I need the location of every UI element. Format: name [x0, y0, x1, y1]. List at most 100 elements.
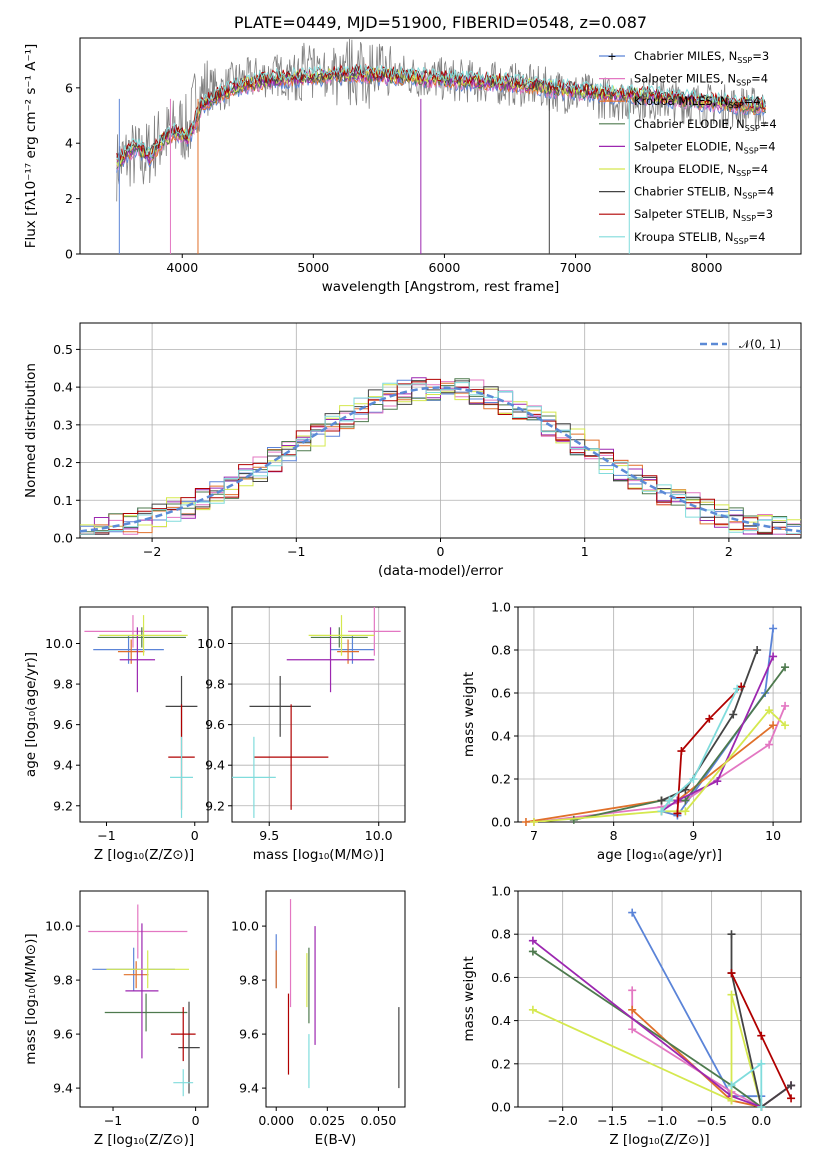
x-axis-label: (data-model)/error	[378, 563, 504, 579]
residual-histogram	[80, 378, 801, 535]
mass-weight-marker	[657, 807, 666, 816]
mass_vs_EBV-axes: 0.000 0.025 0.050 9.4 9.6 9.8 10.0 E(B-V)	[231, 890, 406, 1148]
mass-weight-marker	[727, 930, 736, 939]
y-axis-label: mass [log₁₀(M/M⊙)]	[23, 933, 39, 1064]
mass-weight-marker	[787, 1081, 796, 1090]
x-tick-label: 0.000	[258, 1113, 294, 1128]
x-tick-label: 0.0	[751, 1113, 771, 1128]
age_vs_Z-axes: −1 0 9.2 9.4 9.6 9.8 10.0 Z [log₁₀(Z/Z⊙)] age [l…	[23, 606, 209, 863]
axes-frame	[79, 322, 802, 539]
axes-frame	[79, 890, 209, 1108]
x-tick-label: 2	[725, 544, 733, 559]
legend-label: Chabrier STELIB, NSSP=4	[634, 185, 774, 201]
mass-weight-marker	[628, 908, 637, 917]
axes-frame	[231, 606, 406, 823]
x-tick-label: 8000	[691, 260, 723, 275]
legend-suffix: =4	[760, 117, 777, 131]
mass-weight-marker	[677, 747, 686, 756]
legend-subscript: SSP	[737, 56, 752, 65]
legend-label: Chabrier MILES, NSSP=3	[634, 49, 769, 65]
x-tick-label: 10.0	[365, 828, 393, 843]
mass-weight-marker	[528, 936, 537, 945]
y-axis-label: mass weight	[461, 672, 477, 757]
y-tick-label: 0.4	[491, 729, 511, 744]
x-tick-label: −1	[287, 544, 305, 559]
x-axis-label: mass [log₁₀(M/M⊙)]	[253, 847, 384, 863]
legend-suffix: =3	[752, 49, 769, 63]
y-tick-label: 4	[65, 136, 73, 151]
x-tick-label: 7	[530, 828, 538, 843]
spectrum-legend: + Chabrier MILES, NSSP=3 Salpeter MILES, N…	[599, 49, 777, 246]
y-tick-label: 9.6	[53, 1027, 73, 1042]
x-tick-label: 0	[192, 1113, 200, 1128]
mass-weight-marker	[528, 1005, 537, 1014]
y-tick-label: 9.6	[239, 1027, 259, 1042]
x-tick-label: 0	[191, 828, 199, 843]
mass-weight-marker	[733, 684, 742, 693]
mass-weight-line	[660, 656, 774, 813]
y-tick-label: 10.0	[197, 636, 225, 651]
gaussian-curve	[79, 386, 802, 533]
mass-weight-line	[661, 628, 774, 817]
x-tick-label: 5000	[297, 260, 329, 275]
legend-subscript: SSP	[736, 169, 751, 178]
y-tick-label: 9.4	[239, 1081, 259, 1096]
y-tick-label: 0.8	[491, 643, 511, 658]
mass-weight-marker	[781, 701, 790, 710]
mass-weight-marker	[681, 796, 690, 805]
legend-suffix: =3	[756, 207, 773, 221]
y-axis-label: age [log₁₀(age/yr)]	[23, 652, 39, 777]
y-tick-label: 0.6	[491, 686, 511, 701]
y-tick-label: 9.4	[53, 758, 73, 773]
x-tick-label: 0.025	[309, 1113, 345, 1128]
mass-weight-marker	[753, 646, 762, 654]
mass-weight-marker	[757, 1059, 766, 1068]
x-tick-label: 1	[581, 544, 589, 559]
mass-weight-marker	[713, 777, 722, 786]
y-tick-label: 0.8	[491, 927, 511, 942]
mass-weight-marker	[757, 1103, 766, 1111]
y-tick-label: 0.0	[491, 815, 511, 830]
legend-marker: +	[607, 50, 616, 63]
legend-label: Chabrier ELODIE, NSSP=4	[634, 117, 777, 133]
legend-suffix: =4	[751, 162, 768, 176]
y-tick-label: 10.0	[45, 919, 73, 934]
legend-subscript: SSP	[734, 237, 749, 246]
x-axis-label: wavelength [Angstrom, rest frame]	[322, 279, 560, 295]
mass-weight-marker	[727, 1081, 736, 1090]
legend-label: Salpeter MILES, NSSP=4	[634, 72, 768, 88]
mass-weight-marker	[665, 796, 674, 805]
x-tick-label: 4000	[166, 260, 198, 275]
mass-weight-marker	[765, 740, 774, 749]
mass-weight-marker	[569, 815, 578, 824]
massweight_vs_age-axes: 7 8 9 10 0.0 0.2 0.4 0.6 0.8 1.0 age [log₁₀(age/yr…	[461, 600, 802, 863]
age_vs_mass-axes: 9.5 10.0 9.2 9.4 9.6 9.8 10.0 mass [log₁₀(M/M⊙)…	[197, 606, 406, 863]
x-tick-label: −1.0	[647, 1113, 677, 1128]
y-tick-label: 9.4	[53, 1081, 73, 1096]
legend-suffix: =4	[759, 139, 776, 153]
y-tick-label: 9.4	[205, 758, 225, 773]
legend-suffix: =4	[749, 230, 766, 244]
mass-weight-marker	[628, 1025, 637, 1034]
legend-subscript: SSP	[736, 79, 751, 88]
mass-weight-marker	[765, 706, 774, 715]
legend-label: Kroupa STELIB, NSSP=4	[634, 230, 765, 246]
x-tick-label: 9	[689, 828, 697, 843]
y-tick-label: 0.2	[491, 1056, 511, 1071]
legend-subscript: SSP	[744, 146, 759, 155]
x-axis-label: E(B-V)	[315, 1132, 357, 1148]
x-tick-label: −1	[104, 1113, 122, 1128]
y-tick-label: 10.0	[231, 919, 259, 934]
mass-weight-marker	[657, 796, 666, 805]
mass-weight-marker	[787, 1094, 796, 1103]
legend-suffix: =4	[757, 185, 774, 199]
mass-weight-marker	[727, 1096, 736, 1105]
x-axis-label: age [log₁₀(age/yr)]	[597, 847, 722, 863]
mass-weight-marker	[528, 947, 537, 956]
mass-weight-marker	[769, 624, 778, 633]
mass-weight-marker	[781, 721, 790, 730]
x-tick-label: 8	[610, 828, 618, 843]
x-tick-label: 10	[765, 828, 781, 843]
axes-frame	[79, 606, 209, 823]
mass_vs_Z-axes: −1 0 9.4 9.6 9.8 10.0 Z [log₁₀(Z/Z⊙)] mass [log…	[23, 890, 209, 1148]
